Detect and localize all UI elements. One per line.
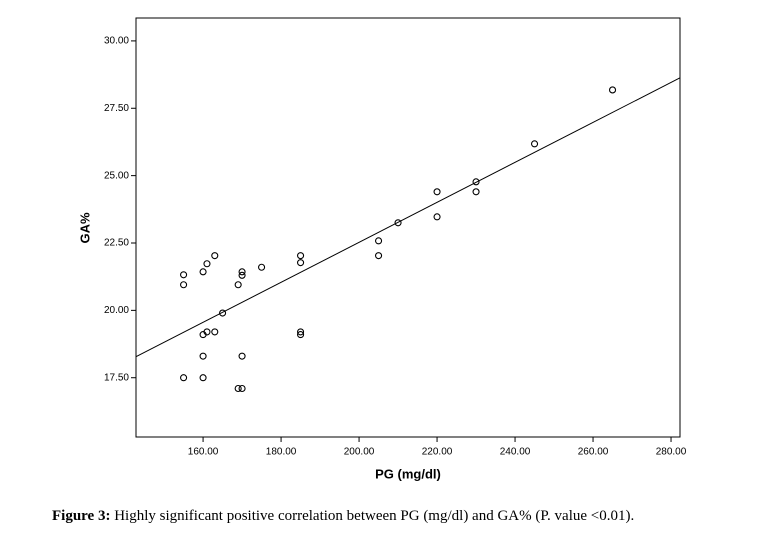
point [180,271,188,279]
point [238,352,246,360]
caption: Figure 3: Highly significant positive co… [52,508,634,525]
point [297,252,305,260]
point [375,237,383,245]
point [433,213,441,221]
point [234,281,242,289]
point [608,86,617,94]
chart: PG (mg/dl) GA% 17.50 20.00 22.50 25.00 27.50… [77,17,687,481]
x-tick-label: 260.00 [578,447,609,458]
point [238,268,246,276]
point [211,252,219,260]
y-tick-label: 22.50 [104,238,129,249]
caption-text: Highly significant positive correlation … [114,508,635,524]
x-tick-label: 220.00 [422,447,453,458]
point [238,271,246,279]
point [180,374,188,382]
point [297,328,305,336]
y-tick-label: 25.00 [104,170,129,181]
x-tick-label: 180.00 [266,447,297,458]
point [234,384,242,393]
x-axis-label: PG (mg/dl) [375,466,441,481]
point [375,252,383,260]
y-tick-label: 27.50 [104,103,129,114]
point [199,352,207,360]
point [297,331,305,339]
point [238,384,246,393]
point [472,178,480,186]
x-tick-label: 240.00 [500,447,531,458]
caption-label: Figure 3: [52,508,111,524]
point [394,219,402,227]
point [203,260,211,268]
y-tick-label: 30.00 [104,36,129,47]
point [258,263,266,271]
point [199,268,207,276]
y-axis-label: GA% [77,212,92,244]
y-tick-label: 20.00 [104,305,129,316]
point [203,328,211,336]
point [472,188,480,196]
y-tick-label: 17.50 [104,372,129,383]
x-tick-label: 160.00 [188,447,219,458]
point [297,259,305,267]
point [433,188,441,196]
point [180,281,188,289]
point [530,140,539,148]
point [211,328,219,336]
point [199,374,207,382]
x-tick-label: 280.00 [656,447,687,458]
trend-line [135,77,681,358]
point [219,309,227,317]
plot-frame [135,17,681,438]
x-tick-label: 200.00 [344,447,375,458]
